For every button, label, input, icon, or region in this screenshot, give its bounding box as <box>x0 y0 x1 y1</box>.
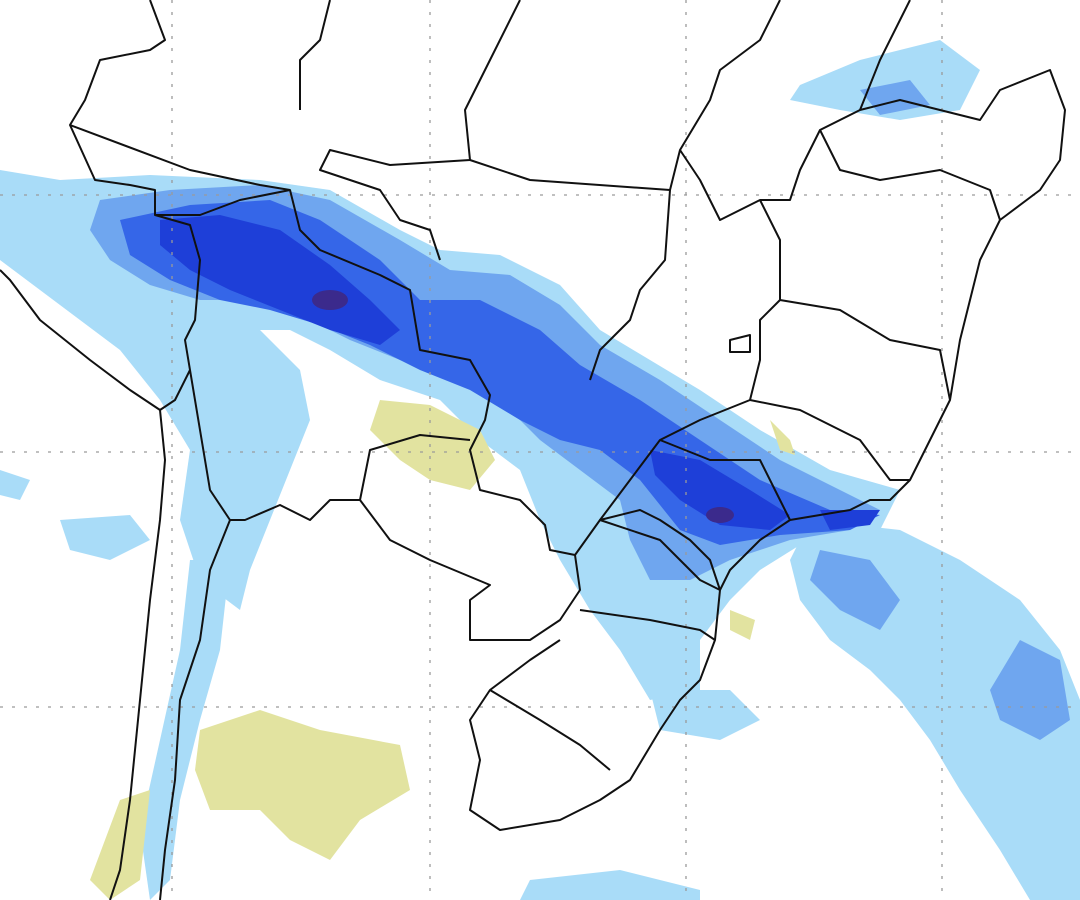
ocean-cell <box>990 640 1070 740</box>
border-amazonas <box>319 0 521 261</box>
heavy-cell <box>650 450 790 530</box>
border-paraguay <box>359 434 471 501</box>
dry-patch <box>90 790 150 900</box>
border-south <box>469 509 721 831</box>
border-parana <box>599 519 721 591</box>
federal-district <box>729 334 751 353</box>
border-santa-catarina <box>579 609 716 641</box>
border-mato-grosso <box>589 189 671 381</box>
extreme-precipitation <box>312 290 734 523</box>
border-north <box>299 0 331 110</box>
extreme-cell <box>706 507 734 523</box>
border-maranhao <box>859 0 911 111</box>
coastline-west <box>109 409 166 900</box>
andes-patch <box>140 560 230 900</box>
border-uruguay <box>489 689 611 771</box>
border-goias <box>599 199 781 521</box>
dry-patch <box>770 420 795 455</box>
ocean-cell <box>810 550 900 630</box>
border <box>69 124 291 191</box>
heavy-precipitation <box>160 215 880 530</box>
border-para <box>469 0 781 191</box>
border-northeast <box>819 129 1001 221</box>
heavy-cell <box>160 215 400 345</box>
border-minas <box>749 399 910 481</box>
west-edge-patch <box>0 470 30 500</box>
border-bahia <box>779 299 951 401</box>
heavy-cell <box>820 510 880 530</box>
coastline-east <box>679 69 1066 591</box>
extreme-cell <box>312 290 348 310</box>
dry-patch <box>370 400 495 490</box>
dry-areas <box>90 400 795 900</box>
west-patch <box>60 515 150 560</box>
dry-patch <box>195 710 410 860</box>
dry-patch <box>730 610 755 640</box>
northeast-patch <box>790 40 980 120</box>
border-chile-argentina <box>159 519 231 900</box>
border-sao-paulo <box>659 439 791 521</box>
south-patch <box>520 870 700 900</box>
coastline-northwest <box>0 0 201 411</box>
